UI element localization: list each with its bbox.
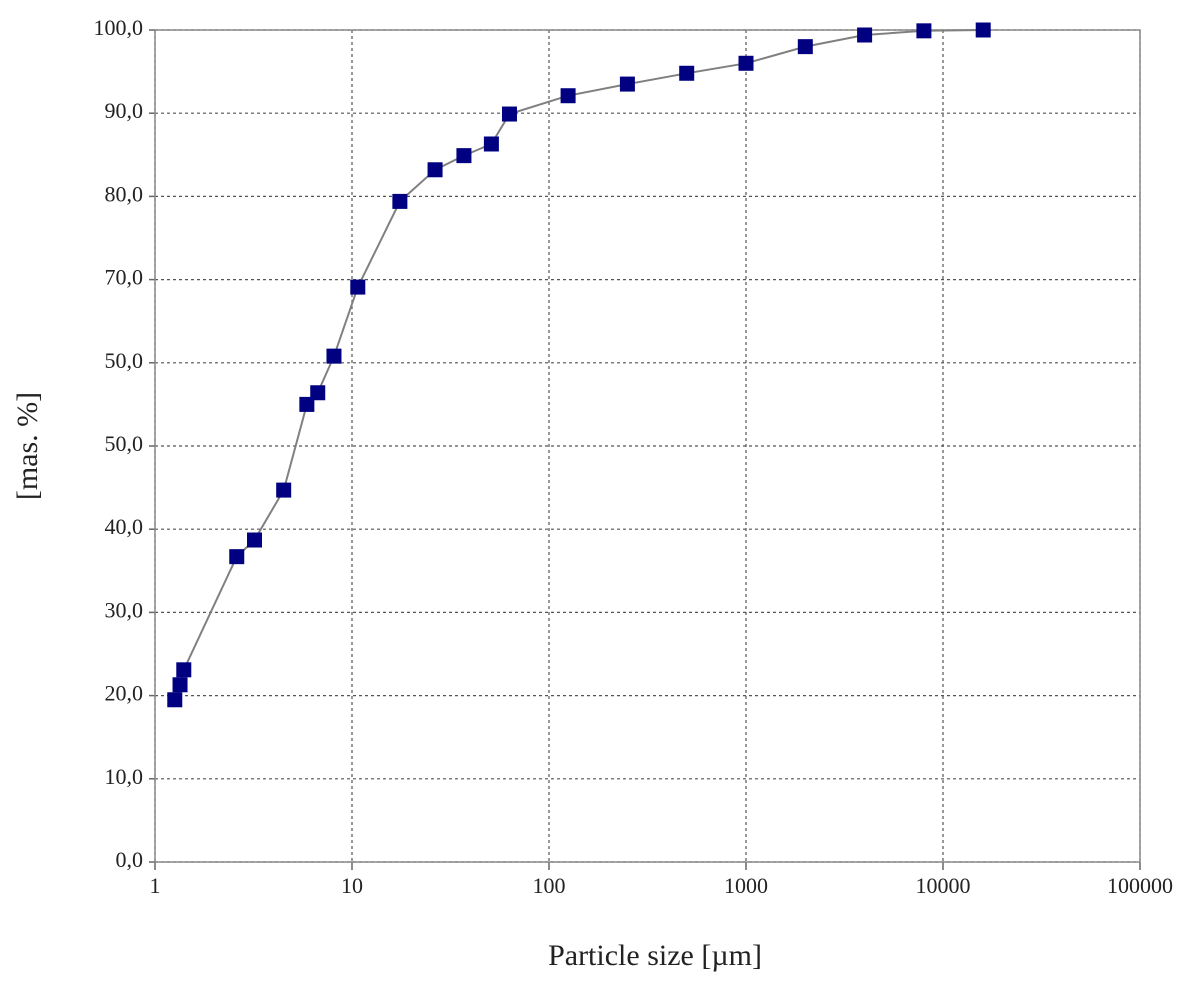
y-tick-label: 50,0 bbox=[105, 431, 144, 456]
x-tick-label: 100 bbox=[533, 873, 566, 898]
x-tick-label: 1000 bbox=[724, 873, 768, 898]
data-point bbox=[350, 279, 366, 295]
data-point bbox=[857, 27, 873, 43]
y-tick-label: 30,0 bbox=[105, 597, 144, 622]
data-point bbox=[176, 662, 192, 678]
x-tick-label: 10000 bbox=[916, 873, 971, 898]
y-tick-label: 50,0 bbox=[105, 348, 144, 373]
data-point bbox=[172, 677, 188, 693]
x-tick-label: 1 bbox=[150, 873, 161, 898]
y-tick-label: 100,0 bbox=[94, 15, 144, 40]
data-point bbox=[326, 348, 342, 364]
y-tick-label: 70,0 bbox=[105, 265, 144, 290]
data-point bbox=[392, 193, 408, 209]
y-tick-label: 0,0 bbox=[116, 847, 144, 872]
plot-frame bbox=[154, 29, 1141, 863]
x-tick-label: 100000 bbox=[1107, 873, 1173, 898]
y-tick-label: 10,0 bbox=[105, 764, 144, 789]
data-point bbox=[679, 65, 695, 81]
data-point bbox=[501, 106, 517, 122]
series-line bbox=[173, 29, 984, 701]
data-point bbox=[247, 532, 263, 548]
data-point bbox=[456, 148, 472, 164]
x-tick-label: 10 bbox=[341, 873, 363, 898]
data-point bbox=[229, 549, 245, 565]
data-point bbox=[619, 76, 635, 92]
data-point bbox=[427, 162, 443, 178]
data-point bbox=[797, 39, 813, 55]
y-tick-label: 80,0 bbox=[105, 181, 144, 206]
y-tick-label: 40,0 bbox=[105, 514, 144, 539]
data-point bbox=[916, 23, 932, 39]
y-axis-title: [mas. %] bbox=[11, 392, 44, 500]
data-point bbox=[167, 692, 183, 708]
y-tick-label: 90,0 bbox=[105, 98, 144, 123]
data-point bbox=[299, 396, 315, 412]
y-tick-label: 20,0 bbox=[105, 681, 144, 706]
data-point bbox=[738, 55, 754, 71]
data-point bbox=[310, 385, 326, 401]
data-point bbox=[975, 22, 991, 38]
data-point bbox=[276, 482, 292, 498]
data-point bbox=[560, 88, 576, 104]
x-axis-title: Particle size [µm] bbox=[548, 939, 762, 972]
data-point bbox=[483, 136, 499, 152]
